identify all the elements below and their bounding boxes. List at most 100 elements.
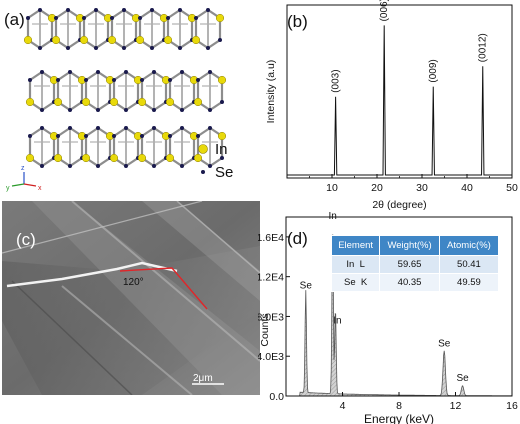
- se-atom: [94, 46, 98, 50]
- in-atom: [107, 35, 117, 45]
- in-atom: [137, 153, 147, 163]
- se-atom: [54, 16, 58, 20]
- x-tick-label: 50: [506, 182, 518, 194]
- in-atom: [165, 97, 175, 107]
- table-cell: 49.59: [438, 273, 500, 292]
- se-atom: [84, 78, 88, 82]
- x-tick-label: 20: [371, 182, 383, 194]
- se-atom: [124, 108, 128, 112]
- se-atom: [124, 164, 128, 168]
- peak-label: (0012): [478, 33, 489, 62]
- x-tick-label: 12: [450, 400, 462, 412]
- se-atom: [82, 16, 86, 20]
- se-atom: [26, 16, 30, 20]
- se-atom: [178, 8, 182, 12]
- crystal-layer: [25, 70, 227, 112]
- se-atom: [40, 108, 44, 112]
- table-cell: 50.41: [438, 255, 500, 274]
- se-atom: [208, 126, 212, 130]
- se-atom: [112, 134, 116, 138]
- axis-z-label: z: [21, 165, 25, 172]
- se-atom: [220, 100, 224, 104]
- se-atom: [28, 134, 32, 138]
- se-atom: [68, 70, 72, 74]
- se-atom: [206, 46, 210, 50]
- se-atom: [84, 134, 88, 138]
- crystal-layer: [25, 126, 227, 168]
- se-atom: [178, 46, 182, 50]
- in-atom: [81, 97, 91, 107]
- se-atom: [66, 46, 70, 50]
- in-atom: [81, 153, 91, 163]
- se-atom: [94, 8, 98, 12]
- se-atom: [28, 78, 32, 82]
- se-atom: [40, 70, 44, 74]
- in-atom: [109, 153, 119, 163]
- y-tick-label: 4.0E3: [258, 351, 284, 363]
- axis-x-label: x: [38, 185, 42, 192]
- crystal-edge-highlight: [6, 261, 178, 288]
- x-axis-label: Energy (keV): [364, 412, 434, 424]
- table-row: In L 59.65 50.41: [330, 255, 500, 274]
- crystal-structure-panel: (a) In Se y z x: [4, 8, 233, 192]
- se-atom: [112, 78, 116, 82]
- se-atom: [68, 164, 72, 168]
- column-header: Weight(%): [379, 235, 440, 256]
- se-atom: [166, 16, 170, 20]
- se-atom: [138, 16, 142, 20]
- in-atom: [215, 13, 225, 23]
- table-cell: Se K: [330, 273, 381, 292]
- se-atom: [180, 164, 184, 168]
- se-atom: [96, 126, 100, 130]
- legend-label-se: Se: [215, 164, 233, 181]
- se-atom: [124, 126, 128, 130]
- y-tick-label: 8.0E3: [258, 311, 284, 323]
- peak-label: (003): [331, 69, 342, 92]
- eds-composition-table: Element Weight(%) Atomic(%) In L 59.65 5…: [330, 235, 500, 292]
- in-atom: [53, 97, 63, 107]
- x-tick-label: 10: [326, 182, 338, 194]
- se-atom: [168, 134, 172, 138]
- se-atom: [96, 70, 100, 74]
- legend-label-in: In: [215, 141, 228, 158]
- in-atom: [137, 97, 147, 107]
- se-atom: [38, 8, 42, 12]
- se-atom: [96, 108, 100, 112]
- se-atom: [194, 16, 198, 20]
- crystal-layer: [23, 8, 225, 50]
- se-atom: [218, 38, 222, 42]
- se-atom: [168, 78, 172, 82]
- peak-label: Se: [456, 373, 469, 384]
- se-atom: [56, 78, 60, 82]
- in-atom: [25, 97, 35, 107]
- sem-image-panel: 120° (c) 2μm: [2, 201, 260, 395]
- panel-label-b: (b): [287, 12, 308, 31]
- se-atom: [122, 8, 126, 12]
- se-atom: [150, 46, 154, 50]
- se-atom: [40, 126, 44, 130]
- se-atom: [152, 126, 156, 130]
- column-header: Atomic(%): [438, 235, 500, 256]
- table-cell: 40.35: [379, 273, 440, 292]
- se-atom: [150, 8, 154, 12]
- se-atom: [38, 46, 42, 50]
- se-atom: [40, 164, 44, 168]
- se-atom: [110, 16, 114, 20]
- in-atom-legend-marker: [198, 144, 208, 154]
- x-tick-label: 30: [416, 182, 428, 194]
- xrd-series-line: [287, 25, 512, 176]
- se-atom: [152, 164, 156, 168]
- se-atom: [124, 70, 128, 74]
- se-atom: [196, 78, 200, 82]
- x-axis-label: 2θ (degree): [372, 199, 426, 211]
- x-tick-label: 16: [506, 400, 518, 412]
- y-tick-label: 0.0: [269, 391, 284, 403]
- angle-marker: [119, 267, 208, 310]
- y-axis-label: Counts: [259, 313, 271, 346]
- se-atom: [140, 134, 144, 138]
- in-atom: [193, 97, 203, 107]
- peak-label: Se: [438, 338, 451, 349]
- eds-spectrum-chart: 4 8 12 16 0.0 4.0E3 8.0E3 1.2E4 1.6E4 Se In In Se Se E…: [258, 211, 518, 424]
- se-atom: [96, 164, 100, 168]
- in-atom: [25, 153, 35, 163]
